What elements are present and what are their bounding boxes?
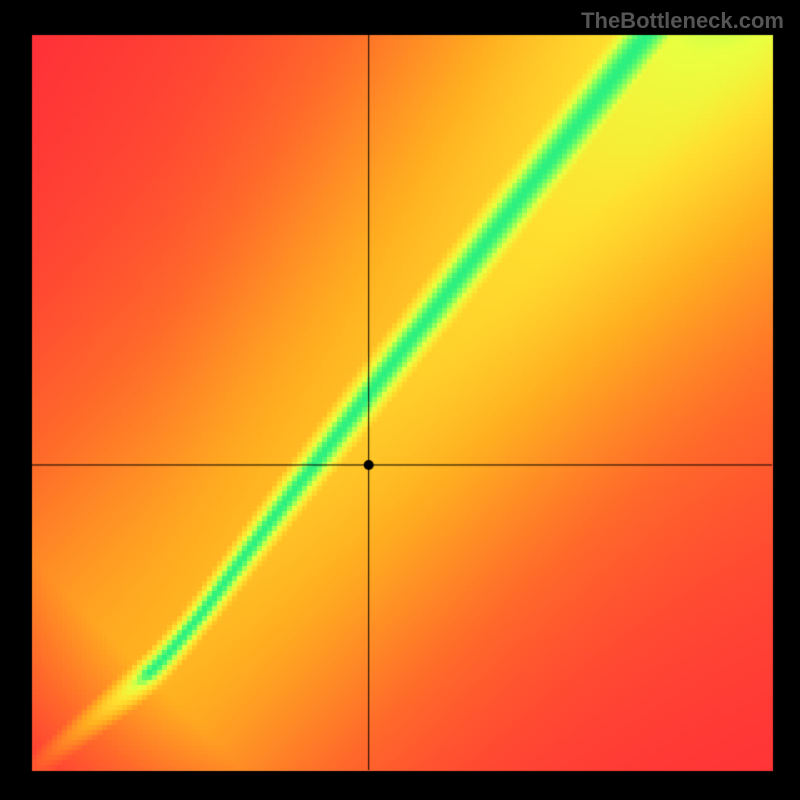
watermark-text: TheBottleneck.com — [581, 8, 784, 34]
chart-container: TheBottleneck.com — [0, 0, 800, 800]
bottleneck-heatmap-canvas — [0, 0, 800, 800]
